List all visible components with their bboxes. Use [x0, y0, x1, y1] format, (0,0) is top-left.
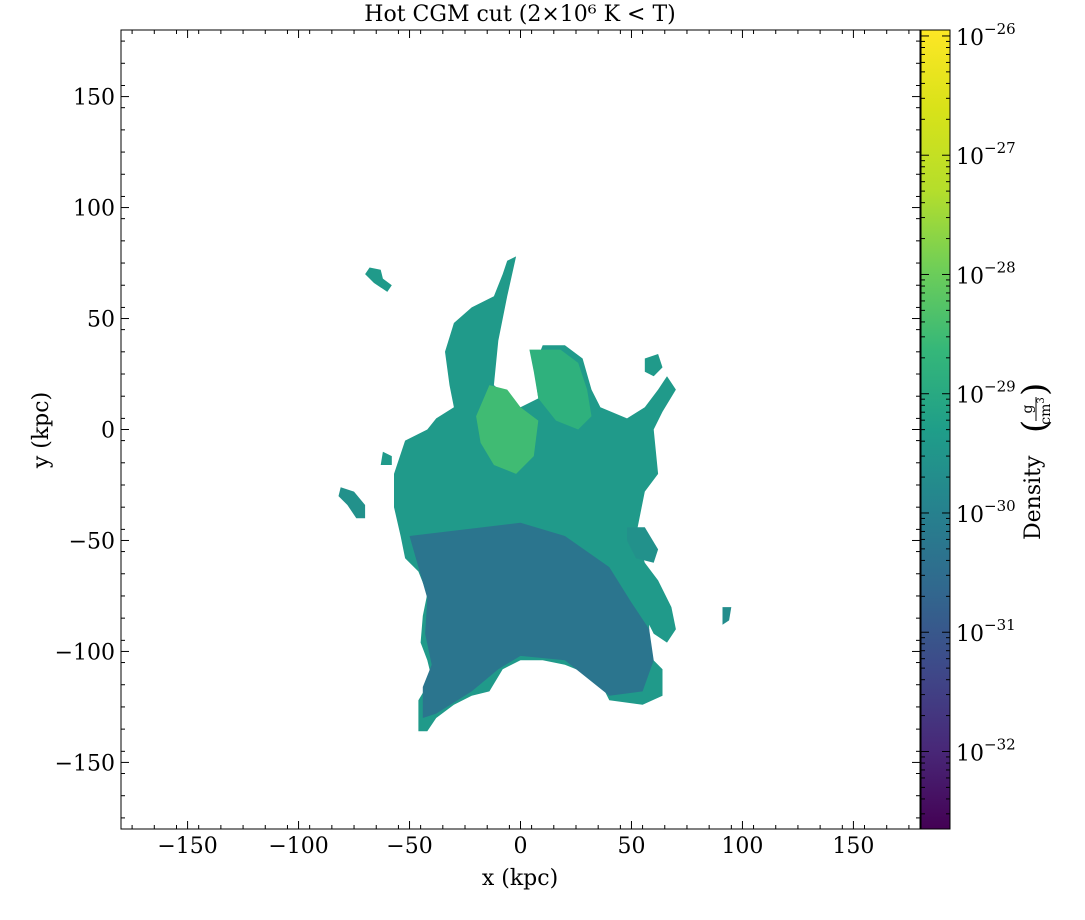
x-tick-label: −100 [268, 834, 328, 859]
x-tick-label: 100 [721, 834, 763, 859]
x-tick-label: 50 [617, 834, 645, 859]
x-tick-label: 150 [832, 834, 874, 859]
colorbar-label: Density ( g cm3 ) [1015, 383, 1055, 540]
y-tick-label: −100 [55, 640, 115, 665]
colorbar-tick-label: 10−27 [956, 139, 1016, 170]
colorbar-tick-label: 10−26 [956, 20, 1016, 51]
plot-area: −150 −100 −50 0 50 100 150 −150 −100 −50 0 50 100 15… [55, 29, 921, 859]
colorbar-unit-denominator: cm3 [1036, 397, 1054, 425]
density-region-core [476, 385, 539, 474]
x-tick-label: −50 [386, 834, 432, 859]
density-region-lower-lobe [409, 522, 654, 718]
y-tick-label: 50 [87, 308, 115, 333]
x-axis-label: x (kpc) [482, 866, 558, 891]
x-tick-label: −150 [157, 834, 217, 859]
y-tick-label: −150 [55, 751, 115, 776]
colorbar-tick-label: 10−29 [956, 378, 1016, 409]
plot-frame [120, 29, 921, 830]
colorbar-label-text: Density [1021, 455, 1046, 540]
colorbar-tick-label: 10−31 [956, 616, 1016, 647]
colorbar: 10−26 10−27 10−28 10−29 10−30 10−31 10−32 Dens… [920, 20, 1055, 830]
density-region-blob-right-wisp [644, 354, 663, 377]
colorbar-tick-label: 10−32 [956, 735, 1016, 766]
density-region-blob-far-right [722, 607, 732, 625]
y-tick-label: 150 [73, 86, 115, 111]
colorbar-paren-right: ) [1015, 383, 1055, 396]
density-region-blob-right-lower [627, 527, 659, 563]
colorbar-tick-label: 10−30 [956, 497, 1016, 528]
colorbar-gradient [920, 29, 951, 830]
colorbar-unit-numerator: g [1020, 404, 1036, 413]
density-region-blob-mid-left [380, 451, 392, 465]
density-region-blob-top-left [365, 267, 392, 292]
chart-title: Hot CGM cut (2×10⁶ K < T) [364, 2, 675, 27]
density-region-inner-arc [529, 349, 592, 430]
x-tick-label: 0 [514, 834, 528, 859]
density-region-blob-left [338, 487, 366, 519]
y-tick-label: −50 [69, 529, 115, 554]
y-axis-label: y (kpc) [29, 392, 54, 469]
colorbar-paren-left: ( [1015, 420, 1055, 433]
colorbar-tick-label: 10−28 [956, 258, 1016, 289]
y-tick-label: 100 [73, 197, 115, 222]
y-tick-label: 0 [101, 419, 115, 444]
